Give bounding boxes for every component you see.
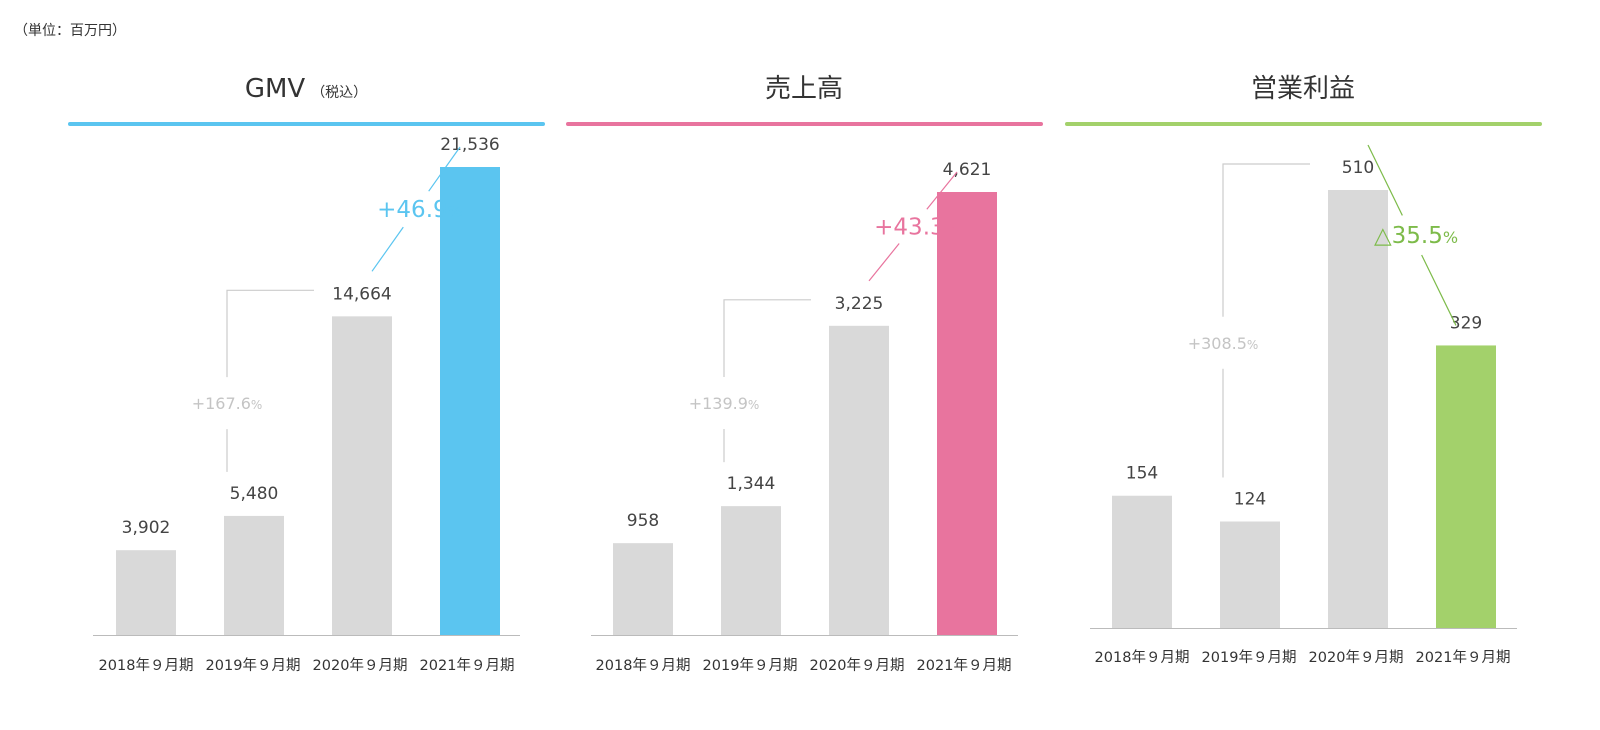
growth-label-prior: +167.6%: [192, 394, 263, 413]
value-label: 329: [1450, 313, 1482, 333]
chart-title-note: （税込）: [311, 85, 367, 101]
unit-label: （単位：百万円）: [14, 23, 126, 39]
growth-bracket: [1222, 163, 1310, 317]
growth-unit: %: [1247, 338, 1258, 352]
value-label: 154: [1126, 464, 1158, 484]
x-tick-label: 2020年９月期: [313, 657, 408, 674]
value-label: 510: [1342, 158, 1374, 178]
chart-title-main: 営業利益: [1251, 74, 1355, 104]
x-tick-label: 2018年９月期: [99, 657, 194, 674]
chart-title: GMV （税込）: [245, 74, 367, 104]
chart-title: 売上高: [765, 74, 843, 104]
bar: [1112, 495, 1172, 628]
growth-label-prior: +139.9%: [689, 394, 760, 413]
bar: [1328, 190, 1388, 628]
x-tick-label: 2018年９月期: [596, 657, 691, 674]
bar: [937, 192, 997, 635]
bar: [1436, 345, 1496, 628]
bar: [613, 543, 673, 635]
value-label: 3,225: [835, 294, 884, 314]
bar: [224, 515, 284, 635]
chart-title-main: GMV: [245, 74, 306, 104]
growth-connector: [926, 171, 958, 210]
growth-number: +167.6: [192, 394, 251, 413]
growth-unit: %: [448, 202, 463, 221]
bar: [332, 316, 392, 635]
x-tick-label: 2019年９月期: [1202, 649, 1297, 666]
growth-label-latest: +46.9%: [377, 197, 463, 223]
growth-connector: [1367, 144, 1403, 216]
x-tick-label: 2019年９月期: [703, 657, 798, 674]
bar: [829, 325, 889, 635]
x-tick-label: 2018年９月期: [1095, 649, 1190, 666]
bar: [1220, 521, 1280, 628]
growth-connector: [1421, 254, 1457, 326]
growth-connector: [428, 146, 461, 192]
growth-bracket: [723, 299, 811, 377]
bar: [440, 167, 500, 635]
bar: [721, 506, 781, 635]
value-label: 1,344: [727, 474, 776, 494]
growth-unit: %: [748, 398, 759, 412]
x-tick-label: 2019年９月期: [206, 657, 301, 674]
growth-connector: [868, 243, 900, 282]
growth-unit: %: [251, 398, 262, 412]
growth-label-latest: +43.3%: [874, 214, 960, 240]
growth-connector: [371, 226, 404, 272]
chart-title-main: 売上高: [765, 74, 843, 104]
x-tick-label: 2021年９月期: [420, 657, 515, 674]
growth-number: +139.9: [689, 394, 748, 413]
value-label: 5,480: [230, 484, 279, 504]
value-label: 21,536: [440, 135, 499, 155]
value-label: 3,902: [122, 518, 171, 538]
growth-bracket: [226, 289, 314, 378]
growth-number: △35.5: [1374, 223, 1443, 249]
value-label: 958: [627, 511, 659, 531]
growth-unit: %: [945, 219, 960, 238]
bar: [116, 550, 176, 635]
x-tick-label: 2021年９月期: [1416, 649, 1511, 666]
growth-label-prior: +308.5%: [1188, 334, 1259, 353]
value-label: 124: [1234, 490, 1266, 510]
growth-number: +308.5: [1188, 334, 1247, 353]
growth-unit: %: [1443, 228, 1458, 247]
value-label: 4,621: [943, 160, 992, 180]
value-label: 14,664: [332, 284, 391, 304]
growth-number: +43.3: [874, 214, 944, 240]
growth-number: +46.9: [377, 197, 447, 223]
chart-title: 営業利益: [1251, 74, 1355, 104]
growth-label-latest: △35.5%: [1374, 223, 1458, 249]
x-tick-label: 2021年９月期: [917, 657, 1012, 674]
x-tick-label: 2020年９月期: [810, 657, 905, 674]
x-tick-label: 2020年９月期: [1309, 649, 1404, 666]
